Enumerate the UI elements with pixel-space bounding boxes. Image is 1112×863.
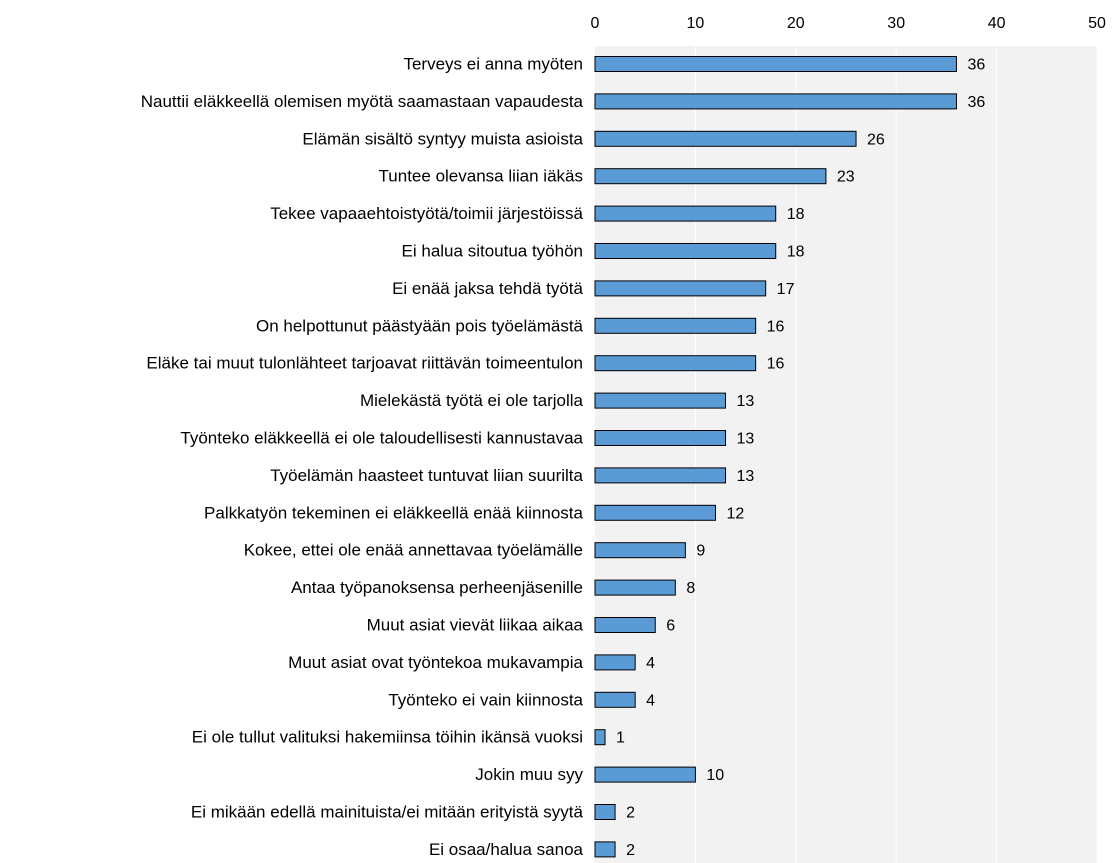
bar — [594, 280, 767, 297]
data-label: 4 — [646, 655, 655, 672]
bar — [594, 729, 606, 746]
x-tick-label: 20 — [787, 15, 805, 32]
data-label: 17 — [777, 281, 795, 298]
bar — [594, 542, 686, 559]
bar — [594, 430, 727, 446]
bar — [594, 841, 616, 858]
category-label: Elämän sisältö syntyy muista asioista — [302, 129, 583, 148]
data-label: 2 — [626, 805, 635, 822]
bar — [594, 205, 777, 222]
bar — [594, 579, 676, 596]
category-label: Muut asiat vievät liikaa aikaa — [367, 616, 584, 635]
bar — [594, 317, 757, 334]
bar — [594, 654, 636, 671]
category-label: Muut asiat ovat työntekoa mukavampia — [288, 653, 583, 672]
category-label: Työnteko eläkkeellä ei ole taloudellises… — [180, 429, 583, 448]
data-label: 36 — [967, 57, 985, 74]
bar — [594, 691, 636, 708]
bar — [594, 168, 827, 185]
bar — [594, 804, 616, 820]
bar — [594, 93, 957, 110]
category-label: Kokee, ettei ole enää annettavaa työeläm… — [244, 541, 583, 560]
bar — [594, 56, 957, 72]
category-label: Tekee vapaaehtoistyötä/toimii järjestöis… — [270, 204, 583, 223]
category-label: Ei mikään edellä mainituista/ei mitään e… — [191, 803, 584, 822]
category-label: Työelämän haasteet tuntuvat liian suuril… — [270, 466, 583, 485]
x-tick-label: 40 — [988, 15, 1006, 32]
bar — [594, 617, 656, 633]
bar — [594, 243, 777, 259]
category-label: Palkkatyön tekeminen ei eläkkeellä enää … — [204, 503, 584, 522]
data-label: 16 — [767, 318, 785, 335]
category-label: Ei osaa/halua sanoa — [429, 840, 584, 859]
bar — [594, 766, 696, 783]
bar — [594, 355, 757, 372]
category-label: Ei enää jaksa tehdä työtä — [392, 279, 583, 298]
data-label: 1 — [616, 730, 625, 747]
category-label: Tuntee olevansa liian iäkäs — [379, 167, 583, 186]
bars: Terveys ei anna myöten 36 Nauttii eläkkeel… — [141, 55, 986, 859]
category-label: Jokin muu syy — [475, 765, 583, 784]
data-label: 36 — [967, 94, 985, 111]
data-label: 6 — [666, 618, 675, 635]
category-label: Työnteko ei vain kiinnosta — [388, 690, 583, 709]
data-label: 23 — [837, 169, 855, 186]
category-label: Antaa työpanoksensa perheenjäsenille — [291, 578, 583, 597]
data-label: 18 — [787, 206, 805, 223]
category-label: Nauttii eläkkeellä olemisen myötä saamas… — [141, 92, 584, 111]
bar — [594, 467, 727, 484]
data-label: 8 — [686, 580, 695, 597]
data-label: 13 — [737, 393, 755, 410]
data-label: 13 — [737, 468, 755, 485]
category-label: Eläke tai muut tulonlähteet tarjoavat ri… — [146, 354, 583, 373]
x-tick-label: 50 — [1088, 15, 1106, 32]
data-label: 13 — [737, 431, 755, 448]
x-tick-label: 0 — [591, 15, 600, 32]
x-tick-label: 30 — [887, 15, 905, 32]
bar — [594, 392, 727, 409]
x-tick-label: 10 — [687, 15, 705, 32]
data-label: 2 — [626, 842, 635, 859]
data-label: 26 — [867, 131, 885, 148]
bar — [594, 130, 857, 147]
category-label: Terveys ei anna myöten — [403, 55, 583, 74]
x-axis-ticks: 0 10 20 30 40 50 — [591, 15, 1106, 32]
data-label: 12 — [726, 505, 744, 522]
data-label: 9 — [696, 543, 705, 560]
data-label: 10 — [706, 767, 724, 784]
category-label: Ei ole tullut valituksi hakemiinsa töihi… — [192, 728, 583, 747]
category-label: Mielekästä työtä ei ole tarjolla — [360, 391, 584, 410]
category-label: Ei halua sitoutua työhön — [402, 242, 583, 261]
data-label: 18 — [787, 244, 805, 261]
data-label: 4 — [646, 692, 655, 709]
data-label: 16 — [767, 356, 785, 373]
bar — [594, 504, 716, 521]
category-label: On helpottunut päästyään pois työelämäst… — [256, 316, 584, 335]
